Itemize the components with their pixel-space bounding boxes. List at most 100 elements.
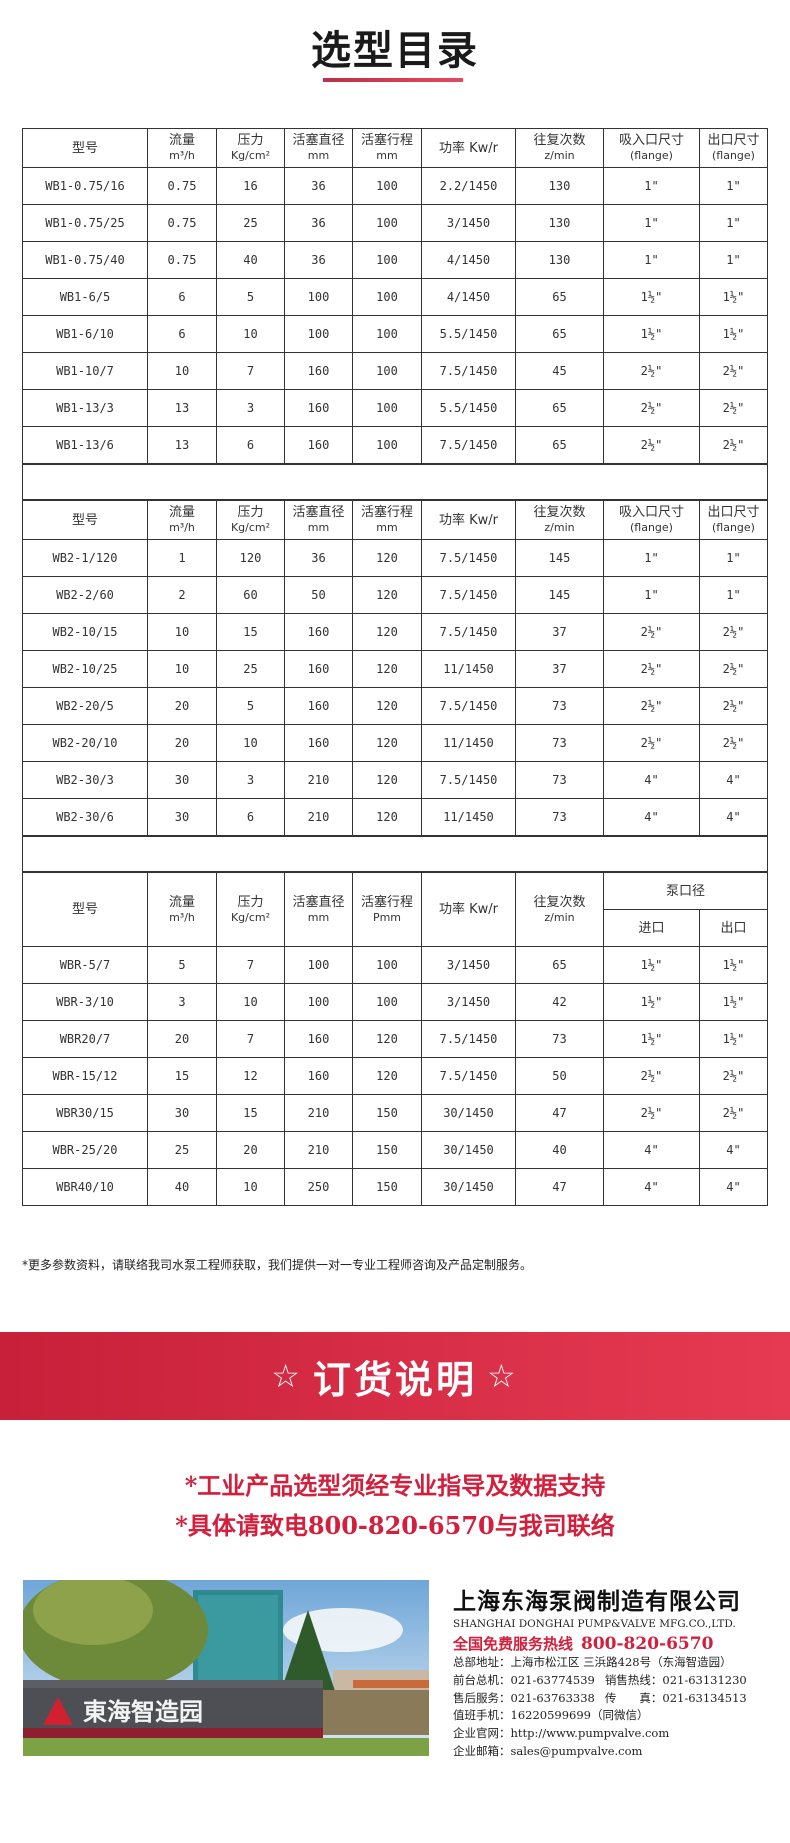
table-cell: 120 xyxy=(352,613,422,651)
table-row: WB1-6/10 6 10 100 100 5.5/1450 65 1½" 1½" xyxy=(22,315,768,353)
header-unit: mm xyxy=(307,521,330,534)
table-cell: 40 xyxy=(216,241,285,279)
table-row: WB2-1/120 1 120 36 120 7.5/1450 145 1" 1" xyxy=(22,539,768,577)
header-label: 压力 xyxy=(237,505,264,520)
header-cell: 活塞直径 mm xyxy=(284,871,353,947)
header-unit: (flange) xyxy=(630,521,673,534)
header-cell: 出口尺寸 (flange) xyxy=(699,499,768,540)
table-cell: WBR-15/12 xyxy=(22,1057,148,1095)
table-cell: 11/1450 xyxy=(421,798,516,837)
table-cell: WB1-0.75/40 xyxy=(22,241,148,279)
table-cell: 160 xyxy=(284,426,353,465)
table-cell: 65 xyxy=(515,278,604,316)
header-label: 压力 xyxy=(237,894,264,910)
spacer-cell xyxy=(22,463,768,501)
header-label: 进口 xyxy=(638,920,665,936)
table-cell: 7.5/1450 xyxy=(421,687,516,725)
table-cell: 4" xyxy=(699,761,768,799)
header-cell: 进口 xyxy=(603,909,700,947)
table-cell: 5 xyxy=(147,946,217,984)
order-banner: ☆ 订货说明 ☆ xyxy=(0,1332,790,1420)
table-cell: 120 xyxy=(352,539,422,577)
table-cell: WB1-10/7 xyxy=(22,352,148,390)
table-cell: 2½" xyxy=(603,724,700,762)
header-unit: Pmm xyxy=(372,910,402,924)
title-underline xyxy=(323,78,463,82)
table-cell: 160 xyxy=(284,687,353,725)
table-cell: 73 xyxy=(515,761,604,799)
table-cell: 100 xyxy=(284,946,353,984)
table-row: WB1-0.75/25 0.75 25 36 100 3/1450 130 1" 1" xyxy=(22,204,768,242)
photo-sign: 東海智造园 xyxy=(83,1698,203,1726)
table-cell: 2½" xyxy=(603,650,700,688)
header-label: 型号 xyxy=(71,512,98,528)
header-label: 型号 xyxy=(71,140,98,156)
header-cell: 型号 xyxy=(22,871,148,947)
table-cell: 5 xyxy=(216,278,285,316)
table-cell: WBR-25/20 xyxy=(22,1131,148,1169)
table-cell: 120 xyxy=(352,798,422,837)
table-cell: 15 xyxy=(216,1094,285,1132)
header-unit: (flange) xyxy=(630,149,673,162)
table-cell: 37 xyxy=(515,650,604,688)
website-link[interactable]: http://www.pumpvalve.com xyxy=(510,1726,670,1741)
table-cell: 1" xyxy=(603,204,700,242)
table-cell: 7 xyxy=(216,352,285,390)
table-cell: WBR-5/7 xyxy=(22,946,148,984)
table-cell: 2½" xyxy=(603,613,700,651)
header-cell: 活塞行程 mm xyxy=(352,128,422,168)
star-icon: ☆ xyxy=(271,1357,303,1395)
header-cell: 往复次数 z/min xyxy=(515,128,604,168)
header-label: 活塞直径 xyxy=(292,133,345,148)
table-cell: 13 xyxy=(147,426,217,465)
company-info: 上海东海泵阀制造有限公司 SHANGHAI DONGHAI PUMP&VALVE… xyxy=(453,1582,773,1761)
phone-row: 前台总机：021-63774539 销售热线：021-63131230 xyxy=(453,1672,773,1690)
header-cell: 流量 m³/h xyxy=(147,871,217,947)
table-cell: 6 xyxy=(216,426,285,465)
website-label: 企业官网： xyxy=(453,1726,511,1741)
table-cell: 30 xyxy=(147,798,217,837)
table-cell: 2½" xyxy=(603,352,700,390)
header-label: 活塞行程 xyxy=(360,894,413,910)
header-label: 流量 xyxy=(168,505,195,520)
table-cell: 7.5/1450 xyxy=(421,426,516,465)
table-cell: 15 xyxy=(216,613,285,651)
header-cell: 往复次数 z/min xyxy=(515,871,604,947)
header-label: 往复次数 xyxy=(533,894,586,910)
table-cell: 25 xyxy=(216,650,285,688)
table-cell: 100 xyxy=(284,315,353,353)
table-cell: 5 xyxy=(216,687,285,725)
header-cell: 流量 m³/h xyxy=(147,499,217,540)
header-unit: mm xyxy=(307,149,330,162)
table-cell: 7.5/1450 xyxy=(421,1020,516,1058)
header-cell: 活塞直径 mm xyxy=(284,128,353,168)
table-cell: 73 xyxy=(515,724,604,762)
table-cell: 120 xyxy=(352,576,422,614)
duty-row: 值班手机：16220599699（同微信） xyxy=(453,1707,773,1725)
table-row: WB1-13/6 13 6 160 100 7.5/1450 65 2½" 2½" xyxy=(22,426,768,465)
header-cell: 型号 xyxy=(22,128,148,168)
table-cell: 30/1450 xyxy=(421,1168,516,1206)
table-header-row: 进口 出口 xyxy=(23,909,768,947)
table-cell: 2.2/1450 xyxy=(421,167,516,205)
table-cell: 2½" xyxy=(603,1057,700,1095)
table-cell: 2½" xyxy=(699,613,768,651)
front-label: 前台总机： xyxy=(453,1672,511,1687)
table-cell: 3/1450 xyxy=(421,946,516,984)
table-cell: 7 xyxy=(216,1020,285,1058)
table-row: WB1-13/3 13 3 160 100 5.5/1450 65 2½" 2½" xyxy=(22,389,768,427)
table-cell: 1" xyxy=(699,167,768,205)
table-cell: WB1-13/3 xyxy=(22,389,148,427)
table-cell: 1½" xyxy=(699,278,768,316)
table-row: WBR30/15 30 15 210 150 30/1450 47 2½" 2½" xyxy=(22,1094,768,1132)
table-cell: 1½" xyxy=(603,278,700,316)
company-name: 上海东海泵阀制造有限公司 xyxy=(453,1588,741,1615)
table-cell: 45 xyxy=(515,352,604,390)
table-cell: 47 xyxy=(515,1094,604,1132)
table-cell: 60 xyxy=(216,576,285,614)
table-cell: 7.5/1450 xyxy=(421,1057,516,1095)
table-cell: 100 xyxy=(352,389,422,427)
table-cell: 7.5/1450 xyxy=(421,539,516,577)
email-link[interactable]: sales@pumpvalve.com xyxy=(510,1743,643,1758)
header-cell: 功率 Kw/r xyxy=(421,499,516,540)
